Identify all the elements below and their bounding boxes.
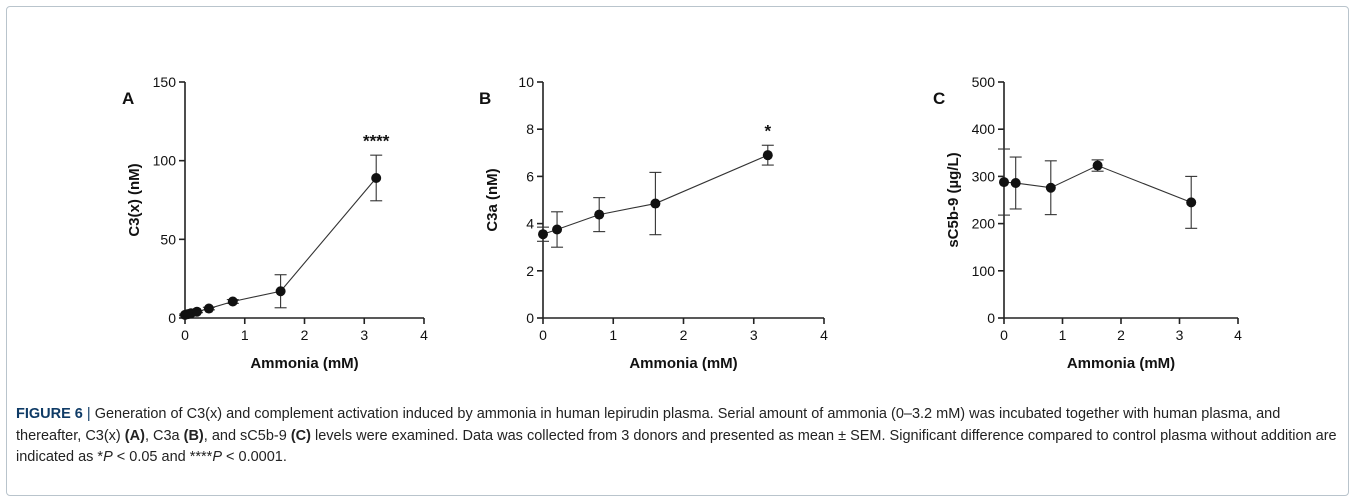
figure-caption: FIGURE 6 | Generation of C3(x) and compl… [16, 404, 1338, 469]
data-point [1092, 160, 1103, 171]
y-axis-label: C3(x) (nM) [126, 163, 143, 236]
y-tick-label: 0 [987, 310, 995, 326]
y-tick-label: 0 [526, 310, 534, 326]
figure-frame [6, 6, 1349, 496]
x-tick-label: 2 [301, 327, 309, 343]
y-tick-label: 500 [972, 74, 996, 90]
y-tick-label: 150 [153, 74, 177, 90]
caption-segment: (C) [290, 427, 311, 444]
x-tick-label: 4 [1234, 327, 1242, 343]
y-tick-label: 2 [526, 263, 534, 279]
data-point [1045, 182, 1056, 193]
data-point [762, 150, 773, 161]
caption-segment: , and sC5b-9 [203, 427, 291, 444]
caption-segment: (A) [124, 427, 145, 444]
data-point [552, 224, 563, 235]
x-tick-label: 3 [750, 327, 758, 343]
caption-segment: levels were examined. Data was collected… [16, 427, 1337, 466]
x-tick-label: 0 [539, 327, 547, 343]
x-tick-label: 2 [680, 327, 688, 343]
y-tick-label: 400 [972, 121, 996, 137]
x-tick-label: 0 [1000, 327, 1008, 343]
y-tick-label: 4 [526, 216, 534, 232]
caption-separator: | [82, 406, 95, 422]
caption-segment: < 0.05 and **** [112, 449, 213, 465]
y-tick-label: 100 [972, 263, 996, 279]
x-tick-label: 4 [820, 327, 828, 343]
significance-marker: **** [363, 131, 390, 150]
x-tick-label: 1 [241, 327, 249, 343]
data-point [371, 172, 382, 183]
data-point [191, 306, 202, 317]
x-tick-label: 3 [360, 327, 368, 343]
caption-segment: Generation of C3(x) and complement activ… [16, 406, 1281, 444]
panel-label: B [479, 89, 491, 108]
x-tick-label: 1 [1059, 327, 1067, 343]
y-tick-label: 10 [518, 74, 534, 90]
y-axis-label: C3a (nM) [484, 168, 501, 231]
caption-segment: , C3a [144, 427, 184, 444]
data-point [1186, 197, 1197, 208]
y-tick-label: 6 [526, 168, 534, 184]
x-tick-label: 1 [609, 327, 617, 343]
data-point [594, 209, 605, 220]
figure-label: FIGURE 6 [16, 406, 83, 422]
x-tick-label: 4 [420, 327, 428, 343]
caption-segment: < 0.0001. [221, 449, 287, 465]
y-tick-label: 8 [526, 121, 534, 137]
data-point [227, 296, 238, 307]
y-tick-label: 100 [153, 153, 177, 169]
data-point [538, 229, 548, 240]
significance-marker: * [764, 122, 771, 141]
data-point [203, 303, 214, 314]
y-tick-label: 0 [168, 310, 176, 326]
data-point [650, 198, 661, 209]
panel-label: C [933, 89, 945, 108]
x-tick-label: 3 [1176, 327, 1184, 343]
x-axis-label: Ammonia (mM) [1067, 355, 1175, 372]
caption-segment: P [103, 449, 113, 465]
caption-text: Generation of C3(x) and complement activ… [16, 406, 1337, 465]
caption-segment: (B) [183, 427, 204, 444]
data-point [275, 286, 286, 297]
x-tick-label: 0 [181, 327, 189, 343]
panel-label: A [122, 89, 134, 108]
x-tick-label: 2 [1117, 327, 1125, 343]
y-axis-label: sC5b-9 (µg/L) [945, 152, 962, 247]
y-tick-label: 200 [972, 216, 996, 232]
y-tick-label: 300 [972, 168, 996, 184]
x-axis-label: Ammonia (mM) [629, 355, 737, 372]
x-axis-label: Ammonia (mM) [250, 355, 358, 372]
y-tick-label: 50 [160, 231, 176, 247]
data-point [1010, 178, 1021, 189]
data-point [999, 177, 1009, 188]
caption-segment: P [212, 449, 222, 465]
